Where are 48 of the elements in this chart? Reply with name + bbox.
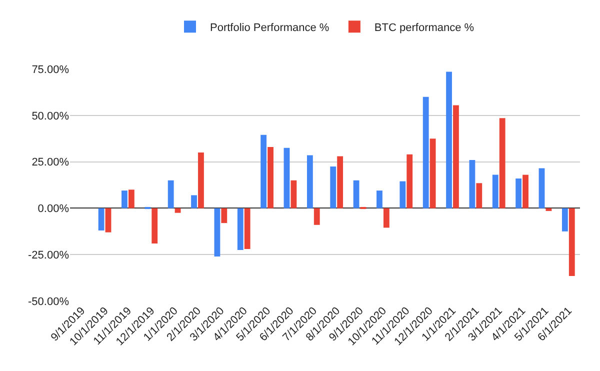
y-tick-label: 0.00% [38,203,70,216]
bar [522,174,528,208]
y-tick-label: 50.00% [32,110,70,122]
bar [476,183,482,208]
bar [268,146,274,208]
bar [314,208,320,225]
bar [492,174,498,208]
bar [152,208,158,244]
bar [198,152,204,208]
bar [237,208,244,250]
bar [353,180,360,208]
bar [516,178,522,208]
bar [406,154,413,208]
bar [337,156,344,208]
y-tick-label: -25.00% [28,249,70,262]
bar [538,168,545,208]
bar [546,208,552,211]
bar [105,208,112,232]
bar [376,190,382,208]
bar [214,208,220,256]
legend-label: BTC performance % [374,22,474,34]
bar [446,72,452,208]
y-tick-label: -50.00% [28,296,70,308]
bar [244,208,250,250]
bar [191,195,197,208]
bar [330,166,336,208]
bar [122,190,128,208]
bar [128,190,134,208]
bar [168,180,174,208]
y-tick-label: 25.00% [32,156,70,169]
bar [499,118,506,208]
bar [174,208,181,213]
bar [290,180,297,208]
bar [306,155,313,208]
y-tick-label: 75.00% [32,64,70,76]
bar [221,208,228,224]
bar [284,148,290,208]
bar [98,208,104,230]
bar [562,208,568,232]
bar [453,105,459,208]
legend-label: Portfolio Performance % [210,22,330,34]
bar [260,134,267,208]
bar [430,138,436,208]
bar [469,160,476,208]
bar [568,208,575,276]
bar [422,96,429,208]
bar [383,208,390,228]
bar [400,181,406,208]
